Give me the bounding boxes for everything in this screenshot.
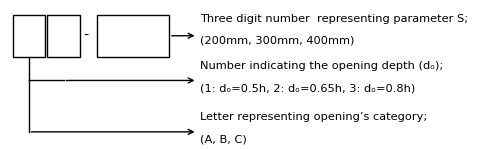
Bar xyxy=(12,15,45,57)
Bar xyxy=(96,15,169,57)
Text: (1: dₒ=0.5h, 2: dₒ=0.65h, 3: dₒ=0.8h): (1: dₒ=0.5h, 2: dₒ=0.65h, 3: dₒ=0.8h) xyxy=(200,84,415,94)
Text: Number indicating the opening depth (dₒ);: Number indicating the opening depth (dₒ)… xyxy=(200,61,444,71)
Text: -: - xyxy=(84,29,88,43)
Text: Letter representing opening’s category;: Letter representing opening’s category; xyxy=(200,112,427,122)
Bar xyxy=(47,15,80,57)
Text: (200mm, 300mm, 400mm): (200mm, 300mm, 400mm) xyxy=(200,36,354,46)
Text: (A, B, C): (A, B, C) xyxy=(200,134,247,144)
Text: Three digit number  representing parameter S;: Three digit number representing paramete… xyxy=(200,14,468,24)
